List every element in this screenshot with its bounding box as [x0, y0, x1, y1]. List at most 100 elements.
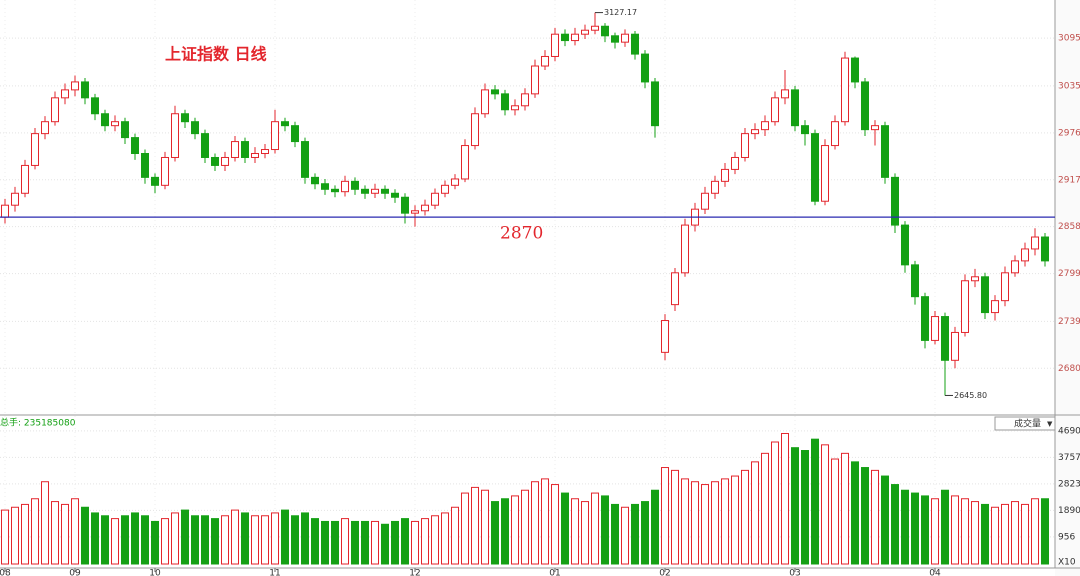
volume-bar: [581, 501, 589, 565]
y-tick-label: 3095: [1058, 34, 1080, 44]
volume-bar: [491, 501, 499, 565]
volume-bar: [241, 512, 249, 565]
volume-bar: [791, 447, 799, 565]
volume-bar: [711, 481, 719, 565]
candle-body: [881, 125, 889, 178]
volume-bar: [781, 432, 789, 565]
volume-bar: [41, 481, 49, 565]
volume-bar: [131, 512, 139, 565]
candle-body: [381, 188, 389, 194]
y-tick-label: 2799: [1058, 269, 1080, 279]
volume-bar: [731, 475, 739, 565]
candle-body: [141, 153, 149, 178]
candle-body: [531, 65, 539, 95]
candle-body: [891, 176, 899, 226]
volume-bar: [11, 506, 19, 565]
volume-bar: [351, 520, 359, 565]
dropdown-arrow[interactable]: ▼: [1047, 420, 1053, 428]
chart-title: 上证指数 日线: [165, 45, 267, 64]
volume-bar: [571, 498, 579, 565]
volume-bar: [851, 461, 859, 565]
volume-bar: [601, 495, 609, 565]
volume-bar: [541, 478, 549, 565]
volume-bar: [341, 518, 349, 565]
volume-bar: [71, 498, 79, 565]
candle-body: [841, 57, 849, 123]
volume-bar: [721, 478, 729, 565]
x-tick-label: 03: [789, 569, 800, 576]
candle-body: [591, 25, 599, 31]
volume-bar: [171, 512, 179, 565]
volume-bar: [321, 520, 329, 565]
candle-body: [211, 156, 219, 166]
volume-bar: [771, 441, 779, 565]
candle-body: [511, 105, 519, 111]
candle-body: [151, 176, 159, 186]
candle-body: [51, 97, 59, 123]
volume-bar: [1031, 498, 1039, 565]
x-tick-label: 12: [409, 569, 420, 576]
volume-bar: [621, 506, 629, 565]
volume-bar: [631, 503, 639, 565]
y-tick-label: 2976: [1058, 128, 1080, 138]
volume-bar: [271, 512, 279, 565]
x-tick-label: 11: [269, 569, 280, 576]
candle-body: [541, 55, 549, 67]
y-tick-label: 2858: [1058, 222, 1080, 232]
candle-body: [281, 121, 289, 127]
indicator-label[interactable]: 成交量: [1014, 418, 1041, 430]
volume-bar: [751, 461, 759, 565]
volume-bar: [331, 520, 339, 565]
volume-bar: [451, 506, 459, 565]
candle-body: [931, 316, 939, 341]
y-tick-label: 2917: [1058, 175, 1080, 185]
volume-bar: [801, 450, 809, 565]
volume-bar: [691, 481, 699, 565]
volume-bar: [661, 467, 669, 565]
volume-bar: [21, 503, 29, 565]
volume-bar: [141, 515, 149, 565]
volume-bar: [411, 520, 419, 565]
y-tick-label: 3035: [1058, 81, 1080, 91]
candle-body: [971, 276, 979, 282]
volume-bar: [231, 509, 239, 565]
candle-body: [41, 121, 49, 135]
candle-body: [551, 33, 559, 57]
volume-bar: [31, 498, 39, 565]
candle-body: [781, 89, 789, 99]
volume-bar: [121, 515, 129, 565]
volume-bar: [681, 478, 689, 565]
candle-body: [431, 192, 439, 206]
volume-bar: [741, 469, 749, 565]
candle-body: [411, 210, 419, 214]
candle-body: [651, 81, 659, 127]
x-tick-label: 10: [149, 569, 161, 576]
candle-body: [201, 133, 209, 158]
candle-body: [911, 264, 919, 298]
volume-bar: [201, 515, 209, 565]
volume-bar: [261, 515, 269, 565]
volume-bar: [211, 518, 219, 565]
volume-bar: [531, 481, 539, 565]
candle-body: [1041, 236, 1049, 262]
volume-bar: [611, 503, 619, 565]
candle-body: [191, 121, 199, 135]
volume-bar: [61, 503, 69, 565]
y-tick-label: 3757: [1058, 453, 1080, 463]
volume-bar: [1041, 498, 1049, 565]
candle-body: [131, 137, 139, 155]
candle-body: [11, 192, 19, 206]
x-tick-label: 09: [69, 569, 81, 576]
candle-body: [621, 33, 629, 43]
candle-body: [921, 296, 929, 341]
indicator-box[interactable]: [994, 416, 1056, 431]
volume-bar: [51, 501, 59, 565]
volume-bar: [961, 498, 969, 565]
candle-body: [1011, 260, 1019, 274]
volume-bar: [461, 492, 469, 565]
volume-bar: [181, 509, 189, 565]
volume-bar: [401, 518, 409, 565]
candle-body: [1, 204, 9, 218]
